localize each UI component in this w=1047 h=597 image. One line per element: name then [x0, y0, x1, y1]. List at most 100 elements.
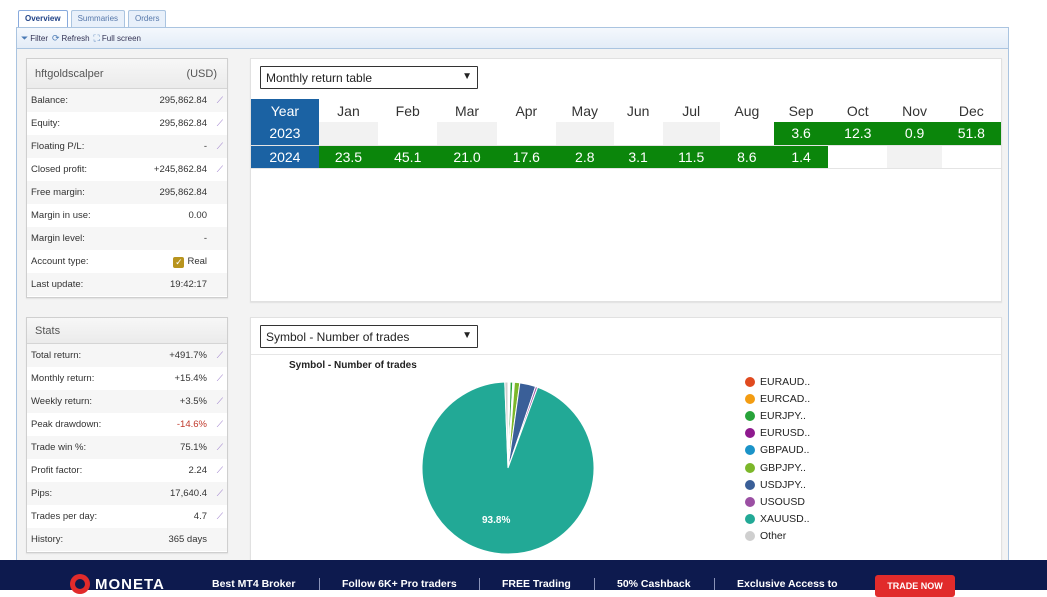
chart-icon[interactable]: ⟋: [216, 350, 223, 360]
stat-label: Equity:: [31, 118, 61, 129]
banner-brand: MONETA: [95, 575, 165, 593]
stat-value: 295,862.84: [159, 187, 207, 198]
tab-summaries[interactable]: Summaries: [70, 10, 126, 27]
stat-value: +15.4%: [174, 373, 208, 384]
chart-icon[interactable]: ⟋: [216, 141, 223, 151]
legend-item[interactable]: EURAUD..: [745, 373, 810, 390]
stat-label: Total return:: [31, 350, 82, 361]
month-cell: 11.5: [662, 145, 720, 169]
symbol-select-value: Symbol - Number of trades: [266, 329, 410, 344]
pie-legend: EURAUD.. EURCAD.. EURJPY.. EURUSD.. GBPAUD..…: [745, 373, 810, 545]
legend-item[interactable]: GBPJPY..: [745, 459, 810, 476]
stat-label: Last update:: [31, 279, 84, 290]
stat-label: History:: [31, 534, 64, 545]
stat-row: Account type: ✓ Real: [27, 250, 227, 273]
month-cell: 0.9: [887, 122, 942, 146]
stat-row: Floating P/L: - ⟋: [27, 135, 227, 158]
table-row: 2023 3.6 12.3 0.9 51.8: [251, 122, 1001, 146]
tab-overview[interactable]: Overview: [18, 10, 68, 27]
chart-icon[interactable]: ⟋: [216, 373, 223, 383]
moneta-logo-icon: [70, 574, 90, 594]
month-cell: 2.8: [555, 145, 614, 169]
chart-icon[interactable]: ⟋: [216, 419, 223, 429]
stats-panel: Stats Total return: +491.7% ⟋ Monthly retur…: [26, 317, 228, 553]
month-cell: 8.6: [719, 145, 774, 169]
month-cell: 23.5: [318, 145, 379, 169]
table-row: 2024 23.5 45.1 21.0 17.6 2.8 3.1 11.5 8.6 1.4: [251, 145, 1001, 169]
toolbar: ⏷ Filter ⟳ Refresh ⛶ Full screen: [16, 27, 1009, 49]
legend-item[interactable]: EURUSD..: [745, 425, 810, 442]
stat-label: Weekly return:: [31, 396, 93, 407]
stat-value: 75.1%: [180, 442, 207, 453]
legend-item[interactable]: EURCAD..: [745, 390, 810, 407]
legend-item[interactable]: EURJPY..: [745, 407, 810, 424]
banner-separator: [479, 578, 480, 590]
filter-icon: ⏷: [21, 32, 29, 43]
stat-label: Monthly return:: [31, 373, 95, 384]
month-cell: 12.3: [828, 122, 888, 146]
legend-item[interactable]: Other: [745, 528, 810, 545]
banner-separator: [594, 578, 595, 590]
chart-icon[interactable]: ⟋: [216, 118, 223, 128]
fullscreen-button[interactable]: ⛶ Full screen: [94, 33, 141, 44]
legend-label: XAUUSD..: [760, 513, 810, 526]
account-name: hftgoldscalper: [35, 67, 104, 80]
year-cell: 2024: [251, 145, 319, 169]
trade-now-button[interactable]: TRADE NOW: [875, 575, 955, 597]
tab-orders[interactable]: Orders: [128, 10, 167, 27]
legend-dot-icon: [745, 445, 755, 456]
month-header: Feb: [378, 99, 438, 122]
stat-value: 295,862.84: [159, 95, 207, 106]
filter-button[interactable]: ⏷ Filter: [21, 33, 48, 44]
pie-chart-title: Symbol - Number of trades: [289, 360, 417, 371]
stat-label: Account type:: [31, 256, 89, 267]
legend-item[interactable]: XAUUSD..: [745, 511, 810, 528]
monthly-select-value: Monthly return table: [266, 70, 373, 85]
stat-row: Margin level: -: [27, 227, 227, 250]
chart-icon[interactable]: ⟋: [216, 488, 223, 498]
symbol-view-select[interactable]: Symbol - Number of trades ▼: [260, 325, 478, 348]
stat-label: Margin in use:: [31, 210, 91, 221]
pie-slice-other[interactable]: [504, 381, 509, 469]
ad-banner[interactable]: MONETA Best MT4 Broker Follow 6K+ Pro tr…: [0, 560, 1047, 597]
symbol-pie-chart: 93.8%: [421, 381, 595, 555]
chart-icon[interactable]: ⟋: [216, 465, 223, 475]
stat-label: Peak drawdown:: [31, 419, 102, 430]
month-cell: [318, 122, 379, 146]
legend-item[interactable]: USOUSD: [745, 493, 810, 510]
stat-row: Last update: 19:42:17: [27, 273, 227, 296]
stat-value: -: [203, 141, 207, 152]
month-header: Mar: [437, 99, 497, 122]
legend-dot-icon: [745, 410, 755, 421]
month-header: Jul: [662, 99, 720, 122]
chart-icon[interactable]: ⟋: [216, 442, 223, 452]
chart-icon[interactable]: ⟋: [216, 511, 223, 521]
stat-value: 4.7: [193, 511, 207, 522]
month-header: Oct: [828, 99, 888, 122]
monthly-view-select[interactable]: Monthly return table ▼: [260, 66, 478, 89]
refresh-button[interactable]: ⟳ Refresh: [52, 33, 90, 44]
legend-label: GBPAUD..: [760, 444, 810, 457]
month-cell: [496, 122, 556, 146]
stat-label: Profit factor:: [31, 465, 83, 476]
chart-icon[interactable]: ⟋: [216, 164, 223, 174]
legend-item[interactable]: USDJPY..: [745, 476, 810, 493]
year-header: Year: [251, 99, 319, 122]
chart-icon[interactable]: ⟋: [216, 95, 223, 105]
stat-value: -: [203, 233, 207, 244]
stat-value: -14.6%: [176, 419, 207, 430]
pie-slice-xauusd[interactable]: [421, 381, 595, 555]
month-header: Aug: [719, 99, 774, 122]
account-header: hftgoldscalper (USD): [27, 59, 227, 89]
month-header: Nov: [887, 99, 942, 122]
monthly-panel: Monthly return table ▼ Year Jan Feb Mar Apr M…: [250, 58, 1002, 302]
legend-dot-icon: [745, 479, 755, 490]
legend-dot-icon: [745, 376, 755, 387]
divider: [251, 354, 1001, 355]
legend-dot-icon: [745, 462, 755, 473]
banner-separator: [319, 578, 320, 590]
stat-label: Free margin:: [31, 187, 85, 198]
chart-icon[interactable]: ⟋: [216, 396, 223, 406]
stats-header: Stats: [27, 318, 227, 344]
legend-item[interactable]: GBPAUD..: [745, 442, 810, 459]
